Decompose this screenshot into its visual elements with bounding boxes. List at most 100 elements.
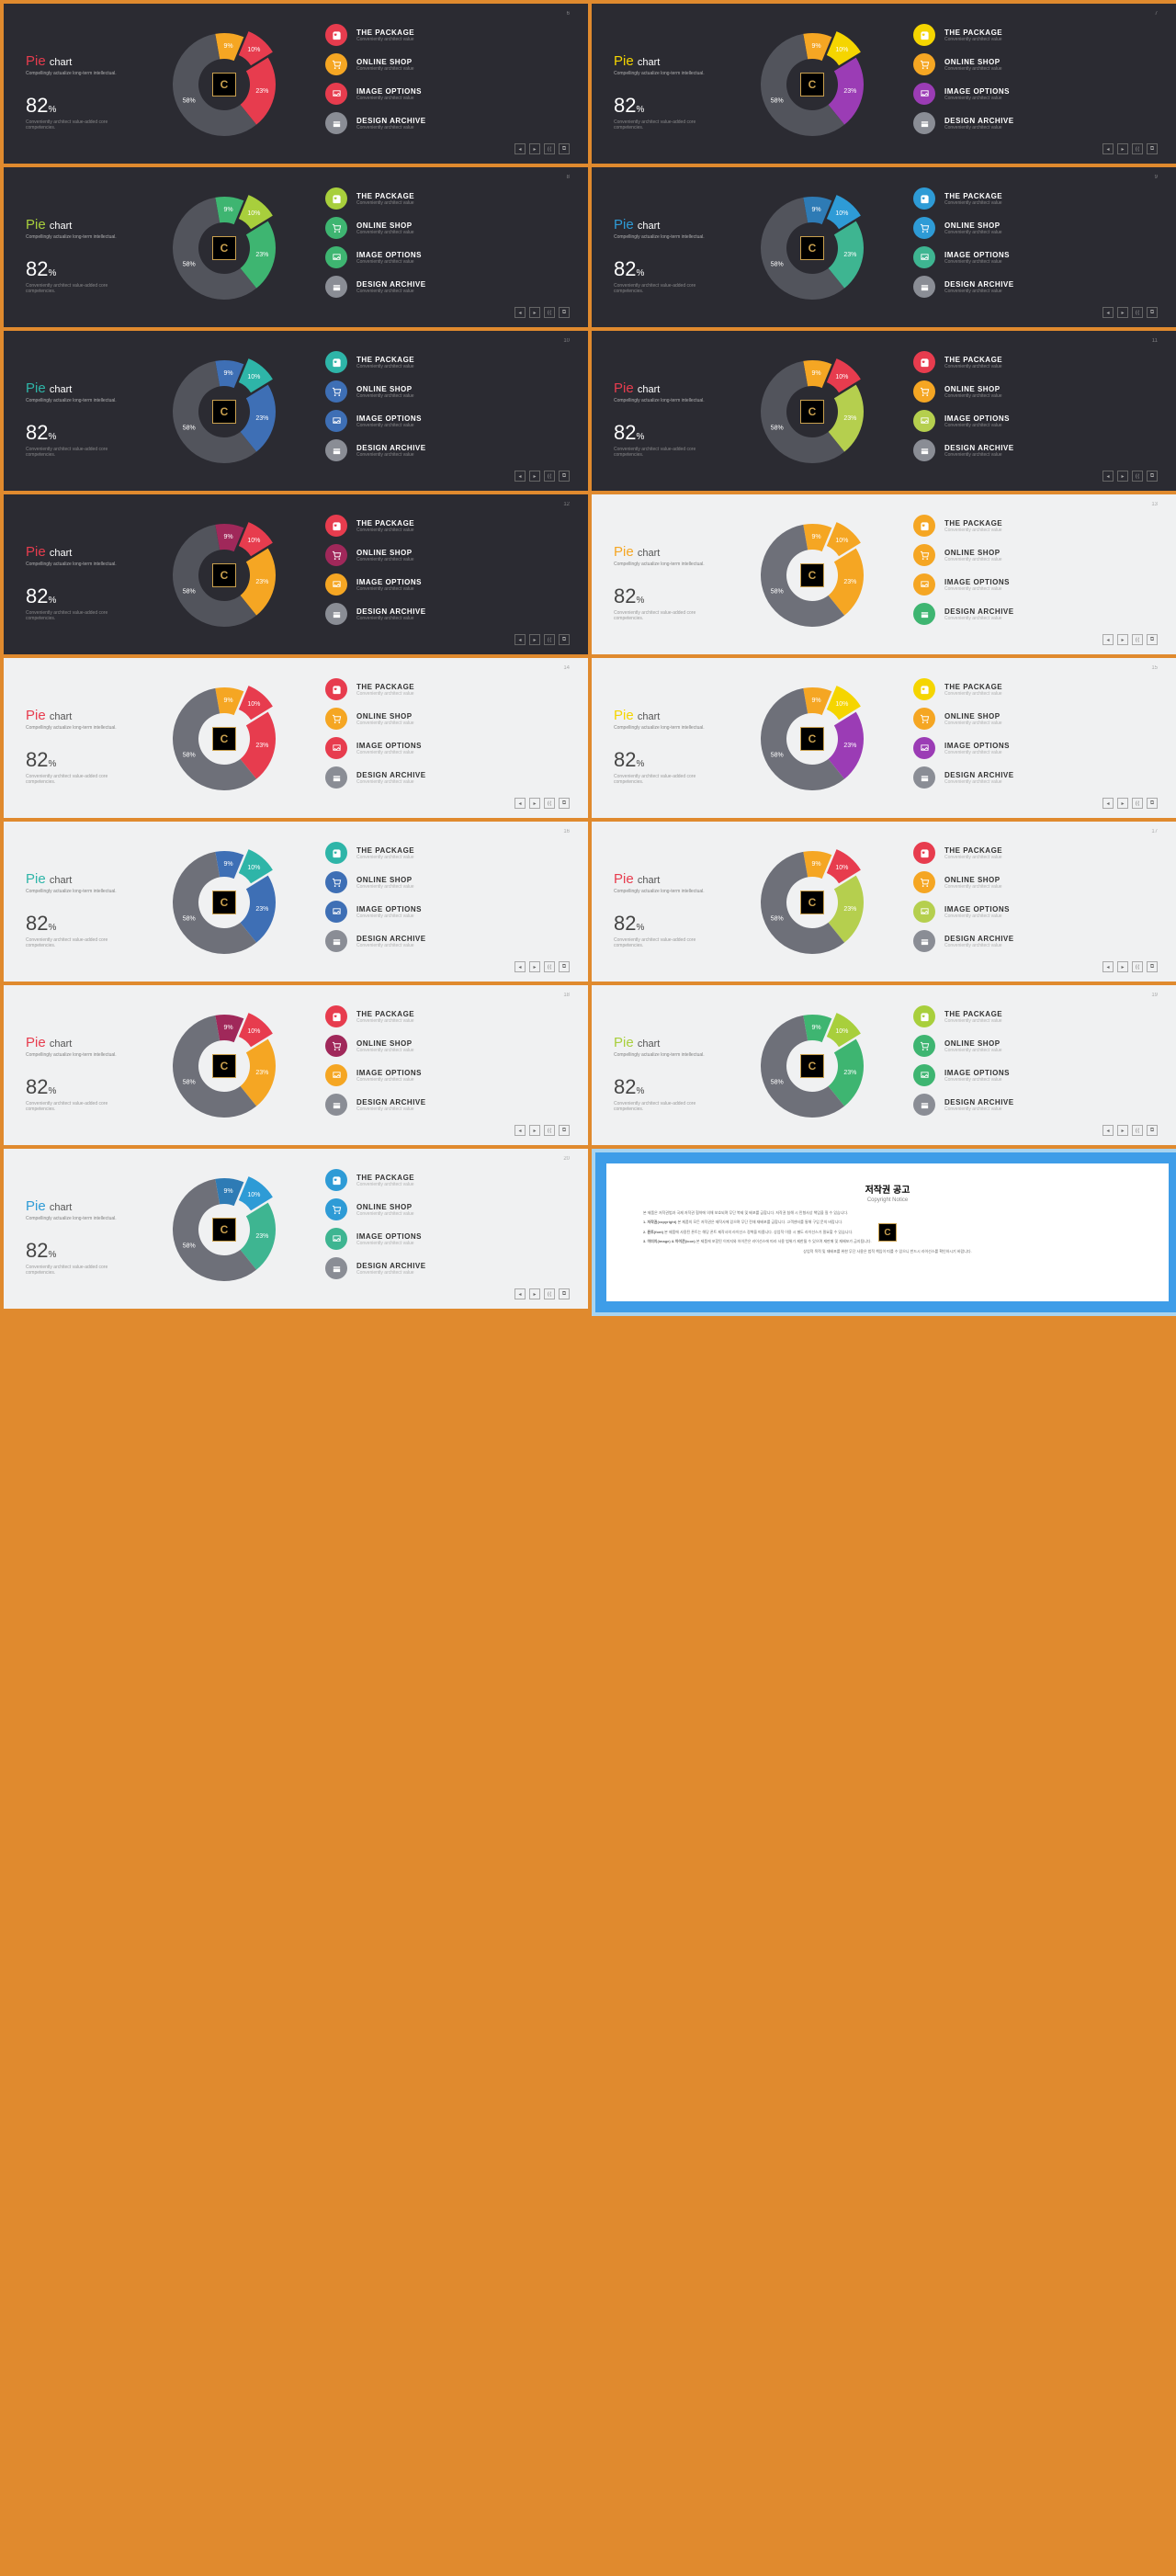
nav-btn-0[interactable]: ◂ [1102,143,1114,154]
slide-3: 9 Pie chart Compellingly actualize long-… [592,167,1176,327]
legend-item-1: ONLINE SHOP Conveniently architect value [325,53,509,75]
legend-sub: Conveniently architect value [356,393,414,399]
nav-btn-0[interactable]: ◂ [514,143,526,154]
nav-btn-3[interactable]: ⧉ [559,1288,570,1299]
nav-btn-1[interactable]: ▸ [1117,1125,1128,1136]
nav-btn-0[interactable]: ◂ [514,307,526,318]
page-number: 19 [1151,993,1158,998]
nav-btn-2[interactable]: ⟨⟨ [544,798,555,809]
nav-btn-2[interactable]: ⟨⟨ [544,143,555,154]
nav-btn-0[interactable]: ◂ [1102,634,1114,645]
legend-icon-0 [913,515,935,537]
svg-text:10%: 10% [247,865,260,871]
stat-block: 82% Conveniently architect value-added c… [26,584,108,621]
nav-btn-2[interactable]: ⟨⟨ [544,471,555,482]
legend-label: IMAGE OPTIONS [944,742,1010,750]
legend-item-0: THE PACKAGE Conveniently architect value [913,515,1097,537]
nav-btn-2[interactable]: ⟨⟨ [544,1125,555,1136]
nav-btn-3[interactable]: ⧉ [1147,143,1158,154]
nav-btn-1[interactable]: ▸ [529,471,540,482]
nav-btn-0[interactable]: ◂ [1102,307,1114,318]
legend-label: ONLINE SHOP [944,876,1002,884]
nav-btn-0[interactable]: ◂ [514,798,526,809]
nav-btn-1[interactable]: ▸ [1117,471,1128,482]
slide-subtitle: Compellingly actualize long-term intelle… [26,1052,136,1058]
nav-btn-3[interactable]: ⧉ [1147,307,1158,318]
nav-btn-2[interactable]: ⟨⟨ [1132,634,1143,645]
nav-btn-2[interactable]: ⟨⟨ [544,1288,555,1299]
donut-chart: 9%10%23%58%C [748,1002,876,1130]
legend-icon-2 [325,573,347,596]
slide-5: 11 Pie chart Compellingly actualize long… [592,331,1176,491]
svg-text:58%: 58% [183,97,196,104]
nav-btn-1[interactable]: ▸ [1117,961,1128,972]
nav-btn-0[interactable]: ◂ [1102,961,1114,972]
legend-label: THE PACKAGE [356,519,414,528]
nav-btn-1[interactable]: ▸ [529,1288,540,1299]
nav-btn-0[interactable]: ◂ [1102,471,1114,482]
legend-icon-3 [325,276,347,298]
nav-btn-0[interactable]: ◂ [514,471,526,482]
nav-btn-3[interactable]: ⧉ [559,961,570,972]
legend-icon-3 [325,1257,347,1279]
nav-btn-3[interactable]: ⧉ [559,307,570,318]
nav-btn-1[interactable]: ▸ [529,798,540,809]
nav-btn-0[interactable]: ◂ [1102,1125,1114,1136]
legend-sub: Conveniently architect value [356,1182,414,1187]
nav-btn-2[interactable]: ⟨⟨ [544,307,555,318]
svg-text:23%: 23% [843,88,856,95]
legend-icon-1 [325,53,347,75]
legend-label: THE PACKAGE [944,519,1002,528]
nav-btn-2[interactable]: ⟨⟨ [1132,1125,1143,1136]
nav-btn-1[interactable]: ▸ [1117,798,1128,809]
nav-btn-0[interactable]: ◂ [514,961,526,972]
legend-item-3: DESIGN ARCHIVE Conveniently architect va… [325,766,509,789]
legend-icon-0 [325,678,347,700]
donut-chart: 9%10%23%58%C [160,511,288,640]
nav-btn-2[interactable]: ⟨⟨ [544,961,555,972]
nav-btn-3[interactable]: ⧉ [1147,634,1158,645]
nav-btn-0[interactable]: ◂ [1102,798,1114,809]
legend-sub: Conveniently architect value [356,779,426,785]
nav-btn-2[interactable]: ⟨⟨ [1132,471,1143,482]
nav-btn-2[interactable]: ⟨⟨ [1132,143,1143,154]
nav-btn-3[interactable]: ⧉ [1147,1125,1158,1136]
nav-btn-2[interactable]: ⟨⟨ [1132,798,1143,809]
nav-btn-3[interactable]: ⧉ [559,798,570,809]
legend-label: ONLINE SHOP [356,385,414,393]
nav-btn-1[interactable]: ▸ [1117,634,1128,645]
nav-btn-2[interactable]: ⟨⟨ [544,634,555,645]
nav-btn-1[interactable]: ▸ [1117,307,1128,318]
legend-sub: Conveniently architect value [356,557,414,562]
nav-btn-2[interactable]: ⟨⟨ [1132,307,1143,318]
nav-btn-1[interactable]: ▸ [529,143,540,154]
stat-block: 82% Conveniently architect value-added c… [614,1075,696,1112]
nav-btn-1[interactable]: ▸ [529,634,540,645]
svg-text:58%: 58% [771,97,784,104]
nav-btn-3[interactable]: ⧉ [1147,798,1158,809]
stat-desc: Conveniently architect value-added core … [614,937,696,948]
nav-btn-0[interactable]: ◂ [514,1288,526,1299]
stat-desc: Conveniently architect value-added core … [614,447,696,458]
nav-btn-3[interactable]: ⧉ [1147,961,1158,972]
nav-btn-1[interactable]: ▸ [529,1125,540,1136]
legend-item-3: DESIGN ARCHIVE Conveniently architect va… [325,439,509,461]
nav-btn-0[interactable]: ◂ [514,1125,526,1136]
nav-controls: ◂▸ ⟨⟨ ⧉ [1102,634,1158,645]
stat-desc: Conveniently architect value-added core … [26,283,108,294]
nav-btn-1[interactable]: ▸ [529,961,540,972]
nav-btn-3[interactable]: ⧉ [559,1125,570,1136]
legend-item-3: DESIGN ARCHIVE Conveniently architect va… [325,930,509,952]
nav-btn-1[interactable]: ▸ [529,307,540,318]
nav-btn-3[interactable]: ⧉ [1147,471,1158,482]
page-number: 20 [563,1156,570,1162]
nav-btn-3[interactable]: ⧉ [559,471,570,482]
nav-btn-0[interactable]: ◂ [514,634,526,645]
legend-item-2: IMAGE OPTIONS Conveniently architect val… [325,410,509,432]
legend-icon-3 [913,1094,935,1116]
legend-item-2: IMAGE OPTIONS Conveniently architect val… [913,901,1097,923]
nav-btn-3[interactable]: ⧉ [559,634,570,645]
nav-btn-1[interactable]: ▸ [1117,143,1128,154]
nav-btn-2[interactable]: ⟨⟨ [1132,961,1143,972]
nav-btn-3[interactable]: ⧉ [559,143,570,154]
